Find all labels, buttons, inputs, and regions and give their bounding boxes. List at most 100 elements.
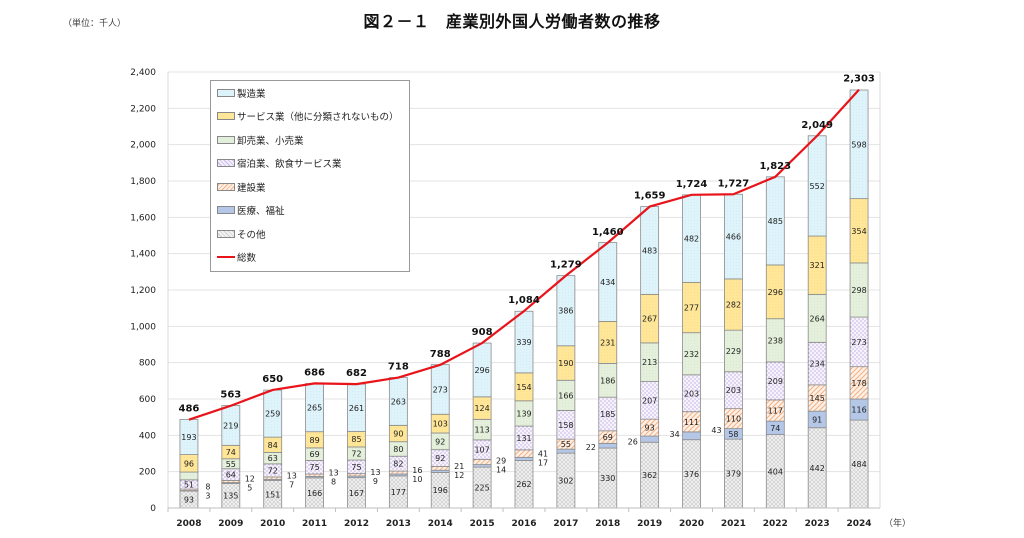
legend-label: 宿泊業、飲食サービス業 [237,159,342,171]
x-tick-label: 2019 [637,519,662,529]
segment-label-hospitality: 234 [810,360,825,369]
x-tick-label: 2009 [218,519,243,529]
total-label: 908 [472,327,493,338]
segment-label-construction-outside: 13 [287,471,297,480]
segment-label-wholesale: 92 [435,437,445,446]
segment-label-services: 124 [474,404,489,413]
segment-label-medical-outside: 3 [205,492,210,501]
segment-label-services: 296 [768,288,783,297]
segment-label-services: 85 [351,435,361,444]
bar-segment-medical [640,435,660,443]
x-tick-label: 2024 [847,519,872,529]
segment-label-hospitality: 92 [435,454,445,463]
y-tick-label: 800 [139,359,156,369]
bar-segment-construction [388,470,408,475]
segment-label-services: 84 [268,441,278,450]
segment-label-construction: 145 [810,394,825,403]
segment-label-services: 89 [309,436,319,445]
total-label: 682 [346,368,367,379]
segment-label-wholesale: 63 [268,454,278,463]
segment-label-manufacturing: 466 [726,233,741,242]
segment-label-wholesale: 298 [851,286,866,295]
segment-label-wholesale: 213 [642,358,657,367]
legend-item-services: サービス業（他に分類されないもの） [211,105,409,129]
segment-label-medical-outside: 17 [538,458,548,467]
x-tick-label: 2013 [386,519,411,529]
segment-label-hospitality: 64 [226,471,236,480]
total-label: 2,303 [843,74,875,85]
segment-label-hospitality: 72 [268,466,278,475]
y-tick-label: 1,600 [130,213,156,223]
total-label: 1,279 [550,260,582,271]
y-axis: 0 200 400 600 800 1,000 1,200 1,400 1,600 1,800 2,… [130,68,156,514]
segment-label-manufacturing: 552 [810,182,825,191]
segment-label-services: 96 [184,459,194,468]
legend-item-other: その他 [211,222,409,246]
legend-swatch [217,88,235,97]
total-label: 1,460 [592,227,624,238]
x-tick-label: 2012 [344,519,369,529]
segment-label-wholesale: 238 [768,336,783,345]
y-tick-label: 2,400 [130,68,156,78]
legend-label: その他 [237,229,266,241]
segment-label-hospitality: 209 [768,377,783,386]
legend-item-manufacturing: 製造業 [211,81,409,105]
segment-label-wholesale: 139 [516,409,531,418]
segment-label-manufacturing: 296 [474,366,489,375]
segment-label-manufacturing: 273 [433,385,448,394]
segment-label-hospitality: 273 [851,338,866,347]
x-tick-label: 2016 [511,519,536,529]
segment-label-services: 74 [226,448,236,457]
segment-label-construction: 93 [645,424,655,433]
segment-label-wholesale: 72 [351,450,361,459]
segment-label-other: 225 [474,484,489,493]
segment-label-construction: 111 [684,418,699,427]
segment-label-wholesale: 55 [226,460,236,469]
total-label: 1,727 [718,178,750,189]
bar-segment-medical [514,456,534,461]
segment-label-manufacturing: 219 [223,421,238,430]
unit-label: （単位：千人） [63,19,127,29]
segment-label-hospitality: 207 [642,396,657,405]
segment-label-medical-outside: 7 [289,480,294,489]
segment-label-manufacturing: 265 [307,404,322,413]
segment-label-other: 376 [684,470,699,479]
legend-label: 医療、福祉 [237,206,285,218]
segment-label-services: 354 [851,227,866,236]
segment-label-other: 167 [349,489,364,498]
segment-label-manufacturing: 598 [851,140,866,149]
segment-label-manufacturing: 263 [391,397,406,406]
segment-label-other: 166 [307,489,322,498]
x-tick-label: 2023 [805,519,830,529]
segment-label-construction: 178 [851,379,866,388]
segment-label-other: 379 [726,470,741,479]
segment-label-hospitality: 158 [558,421,573,430]
segment-label-manufacturing: 483 [642,246,657,255]
segment-label-services: 154 [516,383,531,392]
y-tick-label: 2,000 [130,141,156,151]
segment-label-other: 484 [851,460,866,469]
legend-label: 総数 [237,253,257,265]
segment-label-other: 262 [516,480,531,489]
segment-label-medical: 116 [851,406,866,415]
segment-label-other: 362 [642,471,657,480]
legend-label: 製造業 [237,88,266,100]
legend-label: 建設業 [237,182,266,194]
total-label: 788 [430,349,451,360]
segment-label-medical-outside: 34 [670,430,680,439]
segment-label-hospitality: 203 [726,386,741,395]
segment-label-medical-outside: 14 [496,466,506,475]
bar-segment-wholesale [179,471,199,481]
segment-label-wholesale: 264 [810,314,825,323]
segment-label-construction: 55 [561,440,571,449]
segment-label-medical: 91 [812,415,822,424]
legend: 製造業 サービス業（他に分類されないもの） 卸売業、小売業 宿泊業、飲食サービス… [210,80,410,272]
x-tick-label: 2018 [595,519,620,529]
segment-label-other: 177 [391,488,406,497]
segment-label-construction-outside: 13 [370,468,380,477]
legend-label: 卸売業、小売業 [237,135,304,147]
segment-label-wholesale: 232 [684,350,699,359]
segment-label-other: 330 [600,474,615,483]
total-label: 650 [262,374,283,385]
